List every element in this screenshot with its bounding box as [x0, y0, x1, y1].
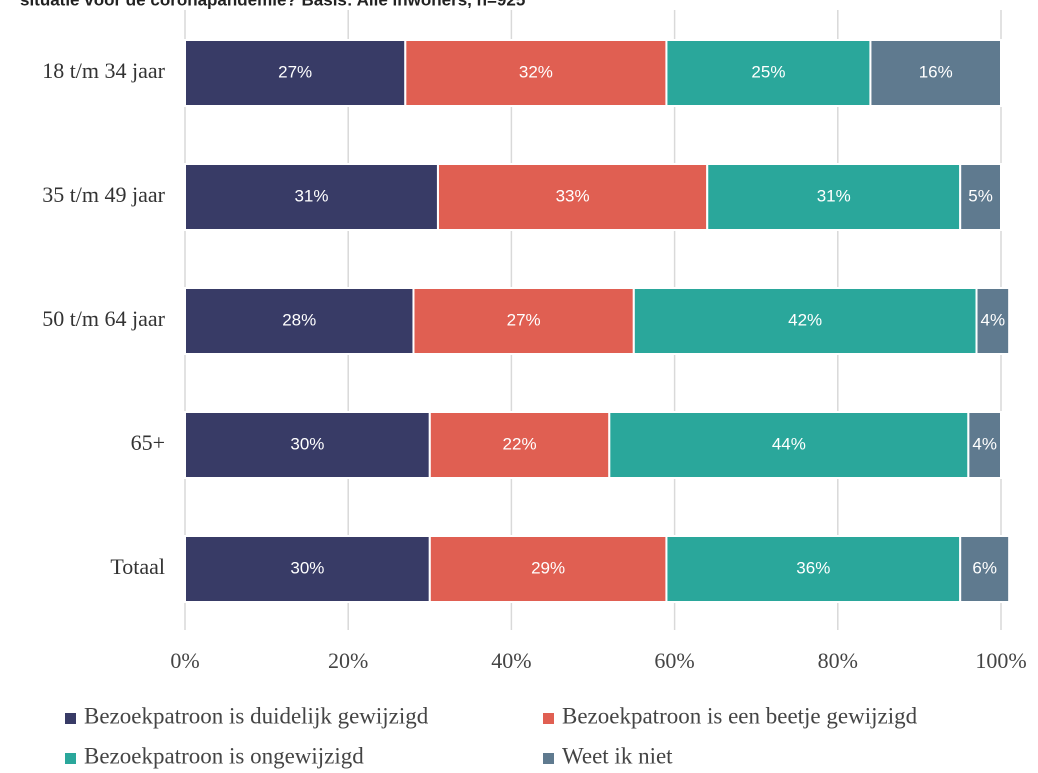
data-label: 5% — [968, 186, 993, 205]
data-label: 29% — [531, 558, 565, 577]
data-label: 30% — [290, 558, 324, 577]
data-label: 30% — [290, 434, 324, 453]
legend-swatch — [543, 713, 554, 724]
legend-swatch — [65, 713, 76, 724]
x-tick-label: 80% — [818, 648, 858, 673]
bar-segment — [428, 411, 611, 479]
data-label: 27% — [507, 310, 541, 329]
legend-label: Bezoekpatroon is een beetje gewijzigd — [562, 703, 918, 728]
y-tick-label: 65+ — [131, 430, 165, 455]
bar-segment — [869, 39, 1002, 107]
x-tick-label: 40% — [491, 648, 531, 673]
bar-segment — [184, 287, 415, 355]
x-tick-label: 0% — [170, 648, 199, 673]
data-label: 22% — [503, 434, 537, 453]
bar-segment — [428, 535, 668, 603]
data-label: 16% — [919, 62, 953, 81]
data-label: 4% — [972, 434, 997, 453]
chart-title: situatie voor de coronapandemie? Basis: … — [20, 0, 525, 9]
data-label: 31% — [817, 186, 851, 205]
legend-label: Bezoekpatroon is duidelijk gewijzigd — [84, 703, 429, 728]
data-label: 4% — [981, 310, 1006, 329]
x-tick-label: 20% — [328, 648, 368, 673]
bar-segment — [436, 163, 709, 231]
bar-segment — [412, 287, 635, 355]
bar-segment — [959, 535, 1011, 603]
data-label: 31% — [294, 186, 328, 205]
data-label: 6% — [972, 558, 997, 577]
bar-segment — [975, 287, 1011, 355]
data-label: 42% — [788, 310, 822, 329]
y-tick-label: 50 t/m 64 jaar — [42, 306, 165, 331]
data-label: 25% — [751, 62, 785, 81]
data-label: 32% — [519, 62, 553, 81]
data-label: 33% — [556, 186, 590, 205]
data-label: 44% — [772, 434, 806, 453]
legend-label: Weet ik niet — [562, 743, 673, 768]
bar-segment — [959, 163, 1003, 231]
bar-segment — [632, 287, 978, 355]
legend-swatch — [65, 753, 76, 764]
bar-segment — [967, 411, 1002, 479]
legend-label: Bezoekpatroon is ongewijzigd — [84, 743, 364, 768]
bar-segment — [706, 163, 962, 231]
bar-segment — [184, 411, 431, 479]
y-tick-label: 35 t/m 49 jaar — [42, 182, 165, 207]
x-tick-label: 100% — [975, 648, 1026, 673]
y-tick-label: 18 t/m 34 jaar — [42, 58, 165, 83]
legend-swatch — [543, 753, 554, 764]
data-label: 27% — [278, 62, 312, 81]
x-tick-label: 60% — [654, 648, 694, 673]
y-tick-label: Totaal — [110, 554, 165, 579]
bar-segment — [184, 163, 439, 231]
bar-segment — [184, 39, 407, 107]
data-label: 36% — [796, 558, 830, 577]
data-label: 28% — [282, 310, 316, 329]
bar-segment — [184, 535, 431, 603]
